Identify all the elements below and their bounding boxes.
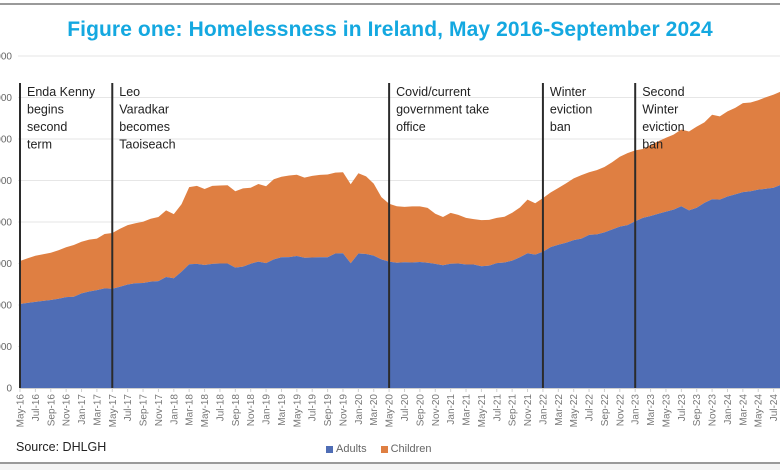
x-tick-label: Mar-18 [185,394,196,426]
x-tick-label: Jan-23 [631,394,642,425]
x-tick-label: Nov-17 [154,394,165,427]
x-tick-label: Jul-16 [31,394,42,422]
x-tick-label: Mar-17 [92,394,103,426]
y-tick-label: 14000 [0,93,12,104]
x-tick-label: May-17 [108,394,119,428]
legend-item-children: Children [380,443,432,455]
x-tick-label: Jan-18 [169,394,180,425]
x-tick-label: Jul-18 [215,394,226,422]
x-tick-label: May-21 [477,394,488,428]
y-tick-label: 6000 [0,259,12,270]
x-tick-label: Jul-23 [677,394,688,422]
legend-label-adults: Adults [336,443,367,455]
x-tick-label: Jan-20 [354,394,365,425]
x-tick-label: Nov-23 [708,394,719,427]
annotation-text: Winter [550,85,586,99]
legend-item-adults: Adults [326,443,367,455]
legend: Adults Children [326,443,432,455]
annotation-text: eviction [550,103,592,117]
frame-top-border [0,3,780,5]
annotation-text: Varadkar [119,103,169,117]
legend-swatch-children [380,445,388,453]
x-tick-label: May-16 [16,394,27,428]
annotation-text: eviction [642,120,684,134]
x-tick-label: Jan-24 [723,394,734,425]
area-children [20,91,780,304]
x-tick-label: Sep-18 [231,394,242,427]
page-bottom-strip [0,464,780,470]
x-tick-label: Sep-22 [600,394,611,427]
annotation-text: Second [642,85,684,99]
x-tick-label: Sep-16 [46,394,57,427]
annotation-text: Leo [119,85,140,99]
x-tick-label: Jan-19 [262,394,273,425]
x-tick-label: Jul-20 [400,394,411,422]
x-tick-label: Jan-22 [538,394,549,425]
x-tick-label: Jul-21 [492,394,503,422]
annotation-text: begins [27,103,64,117]
x-tick-label: May-22 [569,394,580,428]
x-tick-label: Jul-17 [123,394,134,422]
areas [20,91,780,388]
annotation-text: Enda Kenny [27,85,96,99]
y-tick-label: 2000 [0,342,12,353]
x-tick-label: May-19 [292,394,303,428]
x-tick-label: Mar-19 [277,394,288,426]
x-tick-label: Jan-21 [446,394,457,425]
annotation-text: term [27,138,52,152]
x-tick-label: Sep-19 [323,394,334,427]
x-axis: May-16 Jul-16 Sep-16 Nov-16 Jan-17 Mar-17 May-… [16,388,780,427]
y-tick-label: 8000 [0,218,12,229]
annotation-text: government take [396,103,489,117]
area-adults [20,185,780,388]
x-tick-label: Sep-21 [508,394,519,427]
x-tick-label: Sep-23 [692,394,703,427]
x-tick-label: Nov-22 [615,394,626,427]
y-tick-label: 0 [6,384,12,395]
annotation-text: second [27,120,67,134]
y-tick-label: 16000 [0,52,12,63]
event-lines: Enda Kenny begins second term Leo Varadkar bec… [19,83,685,388]
x-tick-label: May-18 [200,394,211,428]
source-note: Source: DHLGH [16,440,107,454]
x-tick-label: Nov-20 [431,394,442,427]
x-tick-label: Jul-22 [585,394,596,422]
x-tick-label: Mar-20 [369,394,380,426]
x-tick-label: Nov-18 [246,394,257,427]
x-tick-label: Nov-16 [62,394,73,427]
x-tick-label: Mar-22 [554,394,565,426]
x-tick-label: Jan-17 [77,394,88,425]
frame-bottom-border [0,462,780,464]
x-tick-label: Sep-17 [139,394,150,427]
annotation-text: ban [550,120,571,134]
legend-swatch-adults [326,445,333,453]
x-tick-label: Nov-21 [523,394,534,427]
x-tick-label: Nov-19 [338,394,349,427]
x-tick-label: Jul-24 [769,394,780,422]
annotation-text: Covid/current [396,85,471,99]
annotation-text: ban [642,138,663,152]
x-tick-label: Mar-24 [738,394,749,426]
annotation-text: becomes [119,120,170,134]
x-tick-label: May-23 [661,394,672,428]
y-tick-label: 10000 [0,176,12,187]
annotation-text: office [396,120,426,134]
x-tick-label: Mar-23 [646,394,657,426]
annotation-text: Taoiseach [119,138,175,152]
chart-title: Figure one: Homelessness in Ireland, May… [67,18,713,41]
x-tick-label: May-24 [754,394,765,428]
legend-label-children: Children [390,443,432,455]
annotation-text: Winter [642,103,678,117]
x-tick-label: Mar-21 [462,394,473,426]
y-tick-label: 12000 [0,135,12,146]
x-tick-label: Sep-20 [415,394,426,427]
x-tick-label: Jul-19 [308,394,319,422]
x-tick-label: May-20 [385,394,396,428]
